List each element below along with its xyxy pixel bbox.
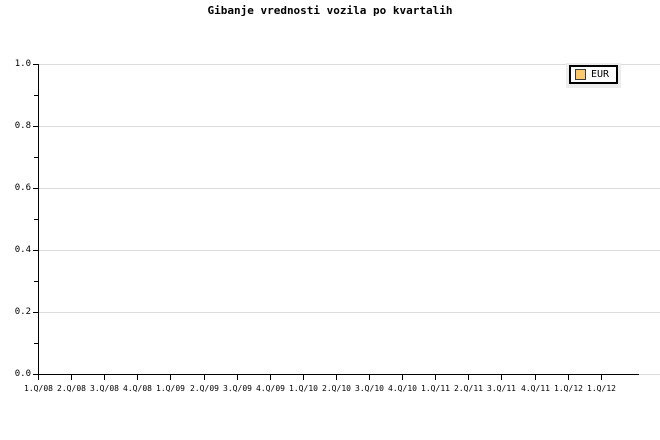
- x-axis-tick-label: 4.Q/09: [256, 384, 285, 393]
- x-axis-tick: [535, 375, 536, 380]
- x-axis-tick: [336, 375, 337, 380]
- x-axis-tick-label: 4.Q/08: [123, 384, 152, 393]
- x-axis-tick: [104, 375, 105, 380]
- x-axis-tick: [204, 375, 205, 380]
- x-axis-tick: [435, 375, 436, 380]
- legend-color-swatch-eur: [575, 69, 586, 80]
- x-axis-tick-label: 2.Q/10: [322, 384, 351, 393]
- chart-legend[interactable]: EUR: [566, 63, 622, 88]
- x-axis-tick: [303, 375, 304, 380]
- x-axis-tick-label: 1.Q/08: [24, 384, 53, 393]
- x-axis-tick: [137, 375, 138, 380]
- x-axis-tick: [501, 375, 502, 380]
- gridline-y: [38, 126, 660, 127]
- chart-title: Gibanje vrednosti vozila po kvartalih: [207, 4, 453, 17]
- gridline-y: [38, 64, 660, 65]
- x-axis-tick-label: 2.Q/11: [454, 384, 483, 393]
- y-axis-tick-minor: [34, 157, 38, 158]
- x-axis-tick: [402, 375, 403, 380]
- series-layer-eur: [38, 64, 660, 374]
- y-axis-tick-minor: [34, 219, 38, 220]
- x-axis-tick-label: 4.Q/10: [388, 384, 417, 393]
- x-axis-tick-label: 2.Q/08: [57, 384, 86, 393]
- x-axis-tick: [468, 375, 469, 380]
- x-axis-tick-label: 3.Q/08: [90, 384, 119, 393]
- x-axis-tick: [71, 375, 72, 380]
- gridline-y: [38, 312, 660, 313]
- y-axis-tick-minor: [34, 343, 38, 344]
- x-axis-tick: [237, 375, 238, 380]
- y-axis-tick-minor: [34, 281, 38, 282]
- y-axis-tick-minor: [34, 95, 38, 96]
- plot-area: [38, 64, 660, 375]
- y-axis-tick-label: 0.4: [14, 245, 31, 255]
- y-axis-labels: 0.0 0.2 0.4 0.6 0.8 1.0: [0, 0, 31, 440]
- y-axis-tick-label: 0.2: [14, 307, 31, 317]
- x-axis-tick-label: 1.Q/12: [587, 384, 616, 393]
- gridline-y: [38, 188, 660, 189]
- legend-inner-box: EUR: [569, 65, 619, 84]
- x-axis-tick: [270, 375, 271, 380]
- y-axis-line: [38, 64, 39, 375]
- x-axis-tick: [170, 375, 171, 380]
- x-axis-tick-label: 2.Q/09: [190, 384, 219, 393]
- y-axis-tick-label: 0.8: [14, 121, 31, 131]
- x-axis-tick: [568, 375, 569, 380]
- series-svg: [38, 64, 660, 374]
- y-axis-tick-major: [33, 374, 38, 375]
- y-axis-tick-major: [33, 312, 38, 313]
- y-axis-tick-label: 0.0: [14, 369, 31, 379]
- y-axis-tick-label: 1.0: [14, 59, 31, 69]
- x-axis-tick-label: 1.Q/10: [289, 384, 318, 393]
- y-axis-tick-major: [33, 64, 38, 65]
- x-axis-tick: [601, 375, 602, 380]
- legend-label-eur: EUR: [591, 69, 610, 80]
- x-axis-tick-label: 1.Q/09: [156, 384, 185, 393]
- x-axis-tick-label: 3.Q/10: [355, 384, 384, 393]
- x-axis-tick-label: 1.Q/12: [554, 384, 583, 393]
- x-axis-tick-label: 4.Q/11: [521, 384, 550, 393]
- x-axis-line: [38, 374, 639, 375]
- y-axis-tick-label: 0.6: [14, 183, 31, 193]
- y-axis-tick-major: [33, 250, 38, 251]
- gridline-y: [38, 250, 660, 251]
- x-axis-tick-label: 3.Q/11: [487, 384, 516, 393]
- y-axis-tick-major: [33, 126, 38, 127]
- x-axis-tick-label: 1.Q/11: [421, 384, 450, 393]
- x-axis-tick: [369, 375, 370, 380]
- x-axis-tick-label: 3.Q/09: [223, 384, 252, 393]
- y-axis-tick-major: [33, 188, 38, 189]
- x-axis-tick: [38, 375, 39, 380]
